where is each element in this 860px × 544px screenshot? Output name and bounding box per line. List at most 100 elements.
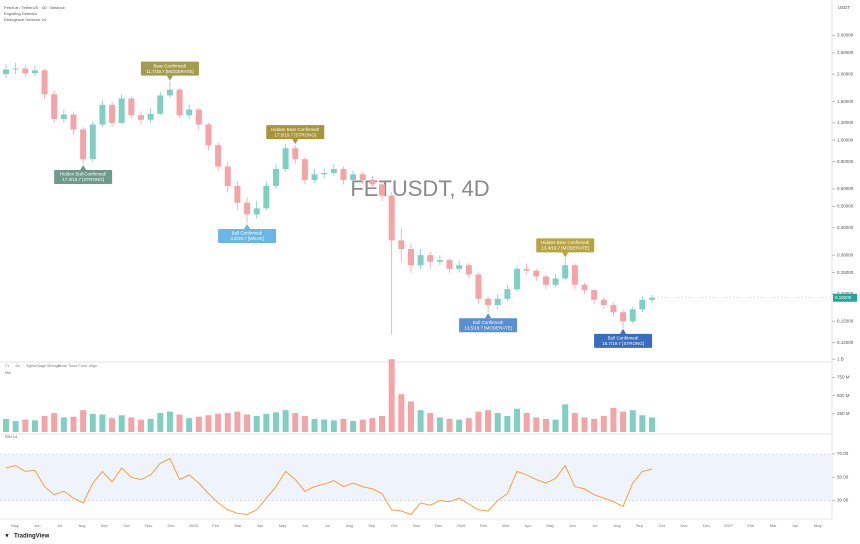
volume-bar [166, 411, 173, 432]
candle-body [166, 89, 173, 96]
x-tick-label: 2025 [189, 523, 199, 528]
x-tick-label: May [279, 523, 287, 528]
x-tick-label: Nov [145, 523, 152, 528]
x-tick-label: Oct [391, 523, 398, 528]
candle-body [12, 68, 19, 70]
volume-bar [224, 413, 231, 432]
annotation-detail: 17.5/19.7 [STRONG] [274, 132, 316, 137]
volume-bar [109, 418, 116, 432]
candle-body [176, 89, 183, 116]
candle-body [629, 309, 636, 322]
candle-body [205, 124, 212, 146]
volume-bar [514, 408, 521, 432]
y-tick-label: 0.15000 [837, 318, 854, 323]
volume-bar [494, 413, 501, 432]
candle-body [359, 174, 366, 180]
x-tick-label: Apr [525, 523, 532, 528]
y-tick-label: 1.00000 [837, 137, 854, 142]
candle-body [475, 274, 482, 299]
indicator-tab: Score [58, 364, 67, 368]
indicator-tab: Stage [37, 364, 46, 368]
y-tick-label: 2.00000 [837, 71, 854, 76]
volume-bar [465, 418, 472, 432]
volume-bar [3, 418, 9, 432]
annotation-box [459, 318, 518, 333]
volume-bar [60, 417, 67, 432]
volume-bar [649, 417, 655, 432]
candle-body [60, 114, 67, 119]
rsi-tick-label: 30.00 [837, 498, 849, 503]
x-tick-label: Jul [325, 523, 330, 528]
candle-body [388, 195, 395, 241]
volume-bar [610, 408, 617, 432]
volume-label: Vol [5, 370, 11, 375]
candle-body [398, 240, 405, 250]
annotation-pointer [485, 313, 492, 319]
candle-body [244, 202, 251, 215]
volume-bar [70, 416, 77, 432]
candle-body [340, 169, 347, 180]
volume-bar [591, 418, 598, 432]
volume-bar [571, 413, 578, 432]
annotation-detail: 13.5/19.7 [MODERATE] [464, 325, 512, 330]
volume-bar [340, 418, 347, 432]
indicator-tab: Align [89, 364, 97, 368]
candle-body [128, 98, 135, 116]
indicator-tab: T1 [5, 364, 9, 368]
volume-bar [292, 413, 299, 432]
volume-bar [12, 421, 19, 432]
candle-body [436, 260, 443, 262]
rsi-line [5, 457, 653, 516]
x-tick-label: Oct [123, 523, 130, 528]
candle-body [639, 299, 646, 310]
candle-body [591, 290, 598, 300]
x-tick-label: Mar [235, 523, 243, 528]
volume-bar [427, 413, 434, 432]
x-tick-label: Apr [792, 523, 799, 528]
candle-body [494, 298, 501, 305]
annotation-pointer [620, 328, 627, 334]
volume-bar [485, 410, 492, 432]
annotation-box [54, 169, 113, 184]
volume-bar [523, 413, 530, 432]
x-tick-label: Aug [346, 523, 353, 528]
volume-bar [436, 417, 443, 432]
header-line: Divergence Detector v4 [4, 17, 47, 22]
x-tick-label: Nov [413, 523, 420, 528]
x-tick-label: Dec [435, 523, 442, 528]
x-tick-label: May [546, 523, 554, 528]
annotation-box [536, 238, 595, 253]
candle-body [89, 124, 96, 160]
candle-body [41, 70, 48, 95]
candle-body [321, 172, 328, 175]
candle-body [3, 69, 9, 75]
x-tick-label: Sep [368, 523, 376, 528]
candle-body [31, 70, 38, 74]
volume-bar [600, 416, 607, 432]
volume-bar [321, 419, 328, 432]
volume-bar [147, 418, 154, 432]
y-tick-label: 0.50000 [837, 204, 854, 209]
annotation-title: Hidden Bear Confirmed! [271, 127, 319, 132]
candle-body [600, 299, 607, 305]
candle-body [417, 255, 424, 266]
candle-body [350, 174, 357, 180]
volume-bar [118, 415, 125, 432]
indicator-tab: On [16, 364, 21, 368]
candle-body [224, 166, 231, 186]
y-tick-label: 0.40000 [837, 225, 854, 230]
annotation-detail: 4.8/19.7 [WEAK] [230, 236, 263, 241]
volume-bar [89, 413, 96, 432]
volume-bar [215, 413, 222, 432]
x-tick-label: 2026 [457, 523, 467, 528]
annotation-pointer [562, 252, 569, 258]
volume-bar [157, 413, 164, 432]
volume-bar [620, 411, 627, 432]
candle-body [620, 312, 627, 322]
annotation-title: Bear Confirmed! [154, 63, 187, 68]
indicator-tab: Trend [68, 364, 77, 368]
y-tick-label: 0.60000 [837, 186, 854, 191]
candle-body [118, 98, 125, 123]
